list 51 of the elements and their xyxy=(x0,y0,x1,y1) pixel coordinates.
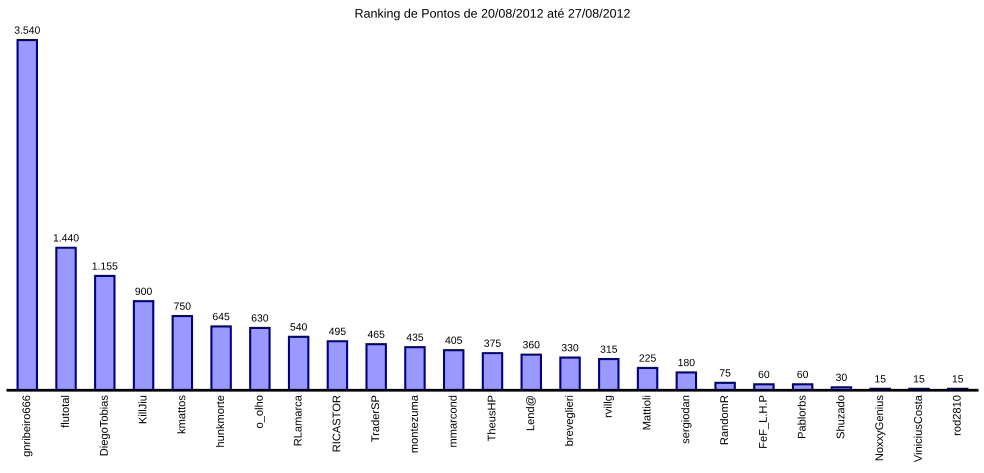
x-tick-label: KillJiu xyxy=(138,396,147,424)
x-tick-label: sergiodan xyxy=(681,396,692,444)
data-label: 540 xyxy=(290,323,307,331)
x-tick-label: montezuma xyxy=(410,395,418,452)
data-label: 15 xyxy=(875,375,886,383)
data-label: 75 xyxy=(720,369,730,377)
x-tick-label: flutotal xyxy=(60,396,70,428)
data-label: 750 xyxy=(174,302,191,310)
data-label: 225 xyxy=(639,354,656,362)
data-label: 630 xyxy=(252,314,268,322)
x-tick-label: kmattos xyxy=(177,395,186,434)
data-label: 405 xyxy=(445,336,462,344)
x-tick-label: NoxxyGenius xyxy=(875,395,886,460)
data-label: 15 xyxy=(914,375,924,383)
data-label: 645 xyxy=(212,312,230,320)
data-label: 60 xyxy=(797,370,808,378)
data-label: 435 xyxy=(406,334,424,341)
data-label: 3.540 xyxy=(14,26,40,34)
x-tick-label: TraderSP xyxy=(371,396,380,442)
x-tick-label: breveglieri xyxy=(564,396,576,446)
x-tick-label: o_olho xyxy=(254,396,265,428)
x-tick-label: Shuzado xyxy=(836,396,844,438)
data-label: 315 xyxy=(600,345,618,353)
x-tick-label: Mattioli xyxy=(642,396,651,430)
x-tick-label: RandomR xyxy=(720,396,728,444)
data-label: 330 xyxy=(562,344,578,352)
data-label: 495 xyxy=(328,328,346,336)
data-label: 1.440 xyxy=(54,234,79,242)
x-tick-label: rvillg xyxy=(604,396,614,418)
data-label: 900 xyxy=(135,288,152,295)
x-tick-label: mmarcond xyxy=(448,396,457,447)
x-tick-label: rod2810 xyxy=(952,396,961,436)
data-label: 60 xyxy=(758,370,770,378)
chart-title: Ranking de Pontos de 20/08/2012 até 27/08/2012 xyxy=(356,8,630,20)
x-tick-label: ViniciusCosta xyxy=(914,395,922,462)
x-tick-label: Pablorbs xyxy=(797,395,806,438)
x-tick-label: hunkmorte xyxy=(216,396,224,447)
x-tick-label: gnribeiro666 xyxy=(22,396,32,456)
x-tick-label: Lend@ xyxy=(526,396,536,430)
x-tick-label: DiegoTobias xyxy=(100,395,110,456)
x-tick-label: RLamarca xyxy=(294,395,302,446)
data-label: 30 xyxy=(836,374,847,382)
data-label: 1.155 xyxy=(92,262,118,270)
data-label: 15 xyxy=(952,375,964,383)
x-tick-label: TheusHP xyxy=(487,396,496,442)
data-label: 180 xyxy=(678,358,695,366)
data-label: 375 xyxy=(484,340,501,347)
data-label: 360 xyxy=(522,341,540,348)
x-tick-label: FeF_L.H.P xyxy=(759,396,769,448)
x-tick-label: RICASTOR xyxy=(332,396,340,452)
data-label: 465 xyxy=(368,330,384,338)
